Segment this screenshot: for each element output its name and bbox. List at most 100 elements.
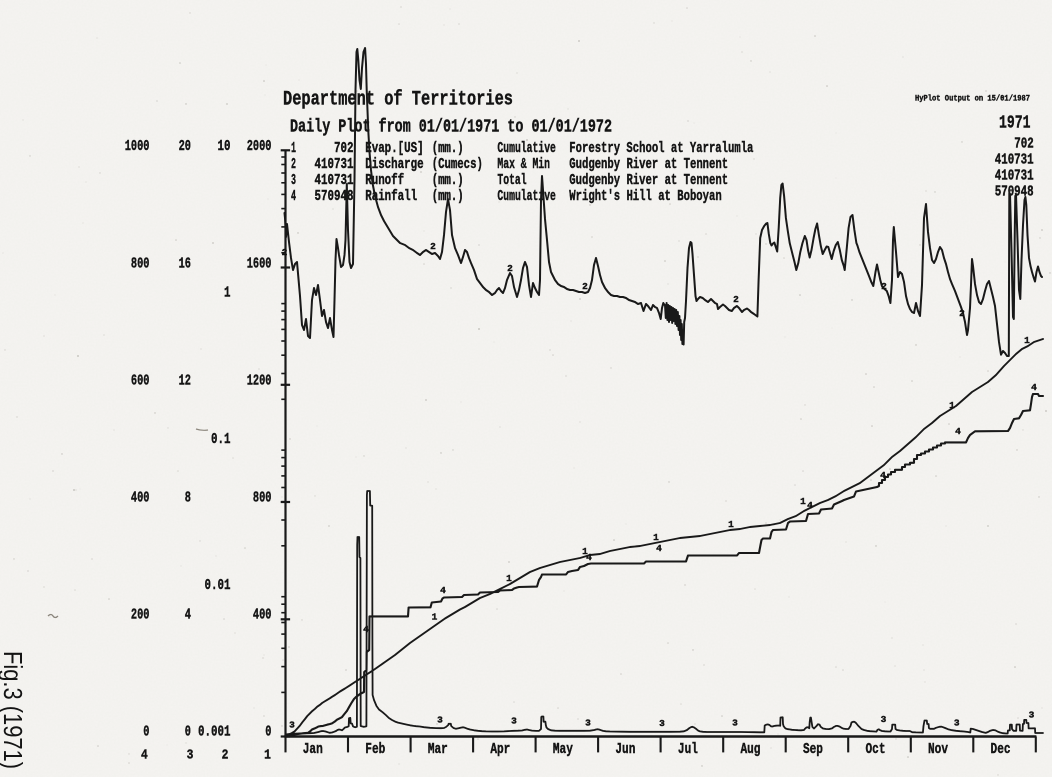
svg-text:800: 800 — [131, 255, 150, 272]
svg-text:0.001: 0.001 — [198, 724, 231, 741]
svg-text:410731: 410731 — [995, 169, 1034, 185]
svg-text:Forestry School at Yarralumla: Forestry School at Yarralumla — [569, 141, 753, 157]
svg-text:3: 3 — [1029, 710, 1035, 721]
svg-text:3: 3 — [187, 748, 194, 764]
svg-text:Jul: Jul — [678, 742, 698, 758]
svg-text:800: 800 — [253, 489, 272, 506]
svg-text:4: 4 — [1031, 382, 1037, 393]
svg-text:1: 1 — [949, 400, 955, 411]
svg-text:Feb: Feb — [365, 742, 385, 758]
svg-text:Evap.[US]: Evap.[US] — [365, 141, 424, 157]
svg-text:2: 2 — [282, 247, 288, 258]
svg-text:400: 400 — [131, 489, 150, 506]
svg-text:16: 16 — [179, 255, 191, 272]
svg-text:1: 1 — [653, 532, 659, 543]
svg-text:Apr: Apr — [490, 742, 510, 758]
svg-text:Jun: Jun — [615, 742, 635, 758]
svg-text:2: 2 — [430, 241, 436, 252]
svg-text:1971: 1971 — [999, 114, 1031, 134]
svg-text:4: 4 — [586, 552, 592, 563]
svg-text:3: 3 — [437, 715, 443, 726]
svg-text:200: 200 — [131, 606, 150, 623]
svg-text:3: 3 — [732, 718, 738, 729]
svg-text:3: 3 — [659, 718, 665, 729]
svg-text:Sep: Sep — [803, 742, 823, 758]
svg-text:Cumulative: Cumulative — [497, 141, 556, 157]
svg-text:1: 1 — [224, 285, 231, 302]
svg-text:0.01: 0.01 — [205, 577, 231, 594]
svg-text:1000: 1000 — [125, 138, 150, 155]
svg-text:2: 2 — [507, 263, 513, 274]
svg-text:4: 4 — [656, 543, 662, 554]
svg-text:Daily Plot from 01/01/1971 to: Daily Plot from 01/01/1971 to 01/01/1972 — [290, 118, 612, 138]
svg-text:2: 2 — [582, 281, 588, 292]
svg-text:4: 4 — [880, 470, 886, 481]
svg-text:(mm.): (mm.) — [432, 173, 464, 189]
svg-text:3: 3 — [289, 720, 295, 731]
svg-text:3: 3 — [585, 718, 591, 729]
svg-text:410731: 410731 — [995, 153, 1034, 169]
svg-text:1200: 1200 — [247, 372, 272, 389]
svg-text:10: 10 — [218, 138, 231, 155]
svg-text:Discharge: Discharge — [365, 157, 424, 173]
svg-text:Total: Total — [497, 173, 526, 189]
svg-text:Oct: Oct — [865, 742, 885, 758]
svg-text:3: 3 — [954, 718, 960, 729]
svg-text:Jan: Jan — [303, 742, 323, 758]
svg-text:Mar: Mar — [428, 742, 448, 758]
svg-text:Aug: Aug — [740, 742, 760, 758]
svg-text:1600: 1600 — [247, 255, 272, 272]
svg-text:(Cumecs): (Cumecs) — [432, 157, 483, 173]
svg-text:2: 2 — [291, 157, 296, 173]
svg-text:702: 702 — [334, 141, 354, 157]
svg-text:1: 1 — [291, 141, 296, 157]
svg-text:May: May — [553, 742, 573, 758]
svg-text:Runoff: Runoff — [365, 173, 404, 189]
svg-text:4: 4 — [141, 748, 148, 764]
svg-text:Fig.3 (1971): Fig.3 (1971) — [0, 651, 28, 769]
svg-text:4: 4 — [955, 426, 961, 437]
svg-text:4: 4 — [185, 606, 191, 623]
svg-text:1: 1 — [264, 748, 271, 764]
svg-text:410731: 410731 — [315, 173, 354, 189]
svg-text:20: 20 — [179, 138, 191, 155]
svg-text:600: 600 — [131, 372, 150, 389]
svg-text:3: 3 — [881, 714, 887, 725]
svg-text:Dec: Dec — [991, 742, 1011, 758]
svg-text:1: 1 — [432, 612, 438, 623]
svg-text:2: 2 — [733, 294, 739, 305]
svg-text:4: 4 — [807, 500, 813, 511]
svg-text:0.1: 0.1 — [211, 431, 231, 448]
svg-text:8: 8 — [185, 489, 191, 506]
svg-text:400: 400 — [253, 606, 272, 623]
svg-text:Rainfall: Rainfall — [365, 189, 417, 205]
svg-text:1: 1 — [800, 496, 806, 507]
svg-text:HyPlot Output on 15/01/1987: HyPlot Output on 15/01/1987 — [915, 94, 1030, 104]
svg-text:3: 3 — [511, 716, 517, 727]
svg-text:1: 1 — [728, 519, 734, 530]
svg-text:3: 3 — [291, 173, 296, 189]
svg-text:Nov: Nov — [928, 742, 948, 758]
svg-text:0: 0 — [265, 724, 271, 741]
svg-text:4: 4 — [363, 624, 369, 635]
svg-text:12: 12 — [179, 372, 191, 389]
svg-text:0: 0 — [143, 724, 149, 741]
svg-text:2: 2 — [881, 281, 887, 292]
svg-text:702: 702 — [1014, 137, 1033, 153]
svg-text:570948: 570948 — [995, 185, 1034, 201]
svg-text:0: 0 — [185, 724, 191, 741]
svg-text:570948: 570948 — [315, 189, 354, 205]
svg-text:Max & Min: Max & Min — [497, 157, 550, 173]
svg-text:410731: 410731 — [315, 157, 354, 173]
svg-text:2: 2 — [959, 308, 965, 319]
svg-text:Gudgenby River at Tennent: Gudgenby River at Tennent — [569, 157, 728, 173]
svg-text:1: 1 — [1024, 335, 1030, 346]
svg-text:Department of Territories: Department of Territories — [283, 89, 513, 112]
svg-text:Wright's Hill at Boboyan: Wright's Hill at Boboyan — [569, 189, 721, 205]
svg-text:2000: 2000 — [247, 138, 272, 155]
svg-text:2: 2 — [222, 748, 229, 764]
svg-text:1: 1 — [582, 546, 588, 557]
svg-text:1: 1 — [506, 573, 512, 584]
svg-text:(mm.): (mm.) — [432, 189, 464, 205]
svg-text:(mm.): (mm.) — [432, 141, 464, 157]
